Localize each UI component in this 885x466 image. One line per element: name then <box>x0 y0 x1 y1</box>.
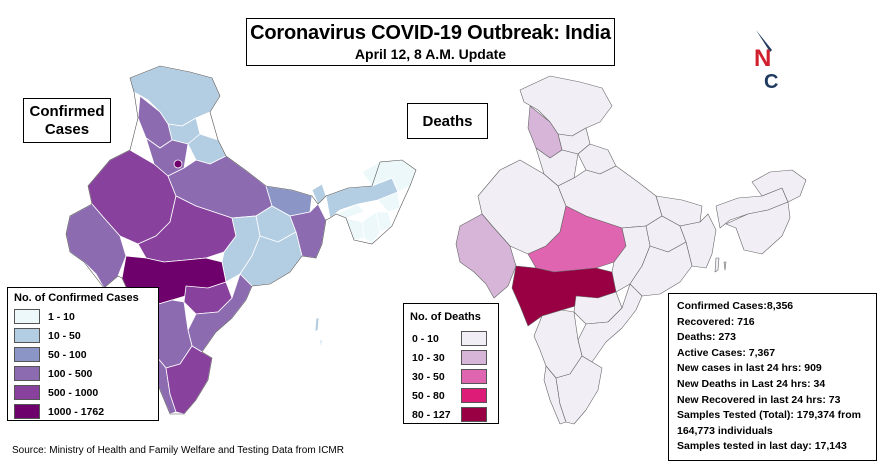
deaths-legend: No. of Deaths 0 - 10 10 - 30 30 - 50 50 … <box>403 303 499 424</box>
confirmed-legend-row: 500 - 1000 <box>8 383 158 402</box>
death-state-odisha <box>629 241 693 297</box>
deaths-legend-title: No. of Deaths <box>410 311 481 323</box>
confirmed-map-label: Confirmed Cases <box>23 98 111 143</box>
death-state-wb <box>679 213 717 269</box>
confirmed-legend: No. of Confirmed Cases 1 - 10 10 - 50 50… <box>7 287 159 421</box>
legend-swatch <box>461 350 487 365</box>
deaths-legend-row: 80 - 127 <box>404 405 498 424</box>
stat-confirmed: Confirmed Cases:8,356 <box>677 300 794 312</box>
legend-label: 500 - 1000 <box>48 386 99 399</box>
legend-label: 80 - 127 <box>412 408 451 421</box>
page-subtitle: April 12, 8 A.M. Update <box>354 46 507 62</box>
source-note: Source: Ministry of Health and Family We… <box>12 445 344 456</box>
conf-andaman-islands <box>314 317 323 351</box>
deaths-map <box>455 75 807 425</box>
stat-deaths: Deaths: 273 <box>677 331 736 344</box>
legend-label: 50 - 100 <box>48 348 87 361</box>
stat-samples-total: Samples Tested (Total): 179,374 from 164… <box>677 409 862 437</box>
stat-samples-last-day: Samples tested in last day: 17,143 <box>677 440 847 453</box>
legend-label: 30 - 50 <box>412 370 445 383</box>
death-state-ne-south <box>725 201 791 255</box>
deaths-map-label: Deaths <box>407 103 488 139</box>
legend-swatch <box>14 385 40 400</box>
legend-swatch <box>14 309 40 324</box>
deaths-label-text: Deaths <box>422 112 473 130</box>
death-state-cg <box>611 225 651 293</box>
legend-swatch <box>461 369 487 384</box>
deaths-legend-row: 50 - 80 <box>404 386 498 405</box>
legend-swatch <box>14 347 40 362</box>
conf-state-tripura <box>345 217 365 241</box>
legend-label: 1000 - 1762 <box>48 405 105 418</box>
legend-swatch <box>461 407 487 422</box>
death-state-gujarat <box>455 213 517 299</box>
news-logo: N C <box>754 30 778 92</box>
legend-swatch <box>14 328 40 343</box>
page-title: Coronavirus COVID-19 Outbreak: India <box>250 22 611 44</box>
deaths-legend-row: 10 - 30 <box>404 348 498 367</box>
legend-label: 1 - 10 <box>48 310 75 323</box>
stats-box: Confirmed Cases:8,356 Recovered: 716 Dea… <box>668 293 877 461</box>
death-state-arunachal <box>751 169 807 203</box>
legend-label: 0 - 10 <box>412 332 439 345</box>
confirmed-label-line2: Cases <box>44 120 90 138</box>
logo-letter-n: N <box>754 45 771 72</box>
stat-recovered: Recovered: 716 <box>677 315 755 328</box>
confirmed-legend-row: 1 - 10 <box>8 307 158 326</box>
confirmed-legend-row: 10 - 50 <box>8 326 158 345</box>
confirmed-legend-row: 50 - 100 <box>8 345 158 364</box>
stat-new-recovered: New Recovered in last 24 hrs: 73 <box>677 393 841 406</box>
stat-new-deaths: New Deaths in Last 24 hrs: 34 <box>677 377 826 390</box>
deaths-legend-row: 0 - 10 <box>404 329 498 348</box>
logo-swoosh-icon <box>756 30 772 52</box>
legend-label: 10 - 50 <box>48 329 81 342</box>
legend-label: 100 - 500 <box>48 367 93 380</box>
legend-swatch <box>14 366 40 381</box>
conf-state-cg <box>221 215 261 283</box>
confirmed-legend-row: 1000 - 1762 <box>8 402 158 421</box>
confirmed-label-line1: Confirmed <box>29 102 105 120</box>
confirmed-legend-title: No. of Confirmed Cases <box>14 292 139 304</box>
conf-state-sikkim <box>311 183 327 205</box>
death-andaman-islands <box>714 257 727 273</box>
conf-state-delhi <box>173 159 183 169</box>
logo-letter-c: C <box>764 71 778 92</box>
legend-label: 50 - 80 <box>412 389 445 402</box>
confirmed-cases-map <box>65 65 417 415</box>
legend-swatch <box>14 404 40 419</box>
stat-active: Active Cases: 7,367 <box>677 346 776 359</box>
confirmed-legend-row: 100 - 500 <box>8 364 158 383</box>
legend-swatch <box>461 388 487 403</box>
title-box: Coronavirus COVID-19 Outbreak: India Apr… <box>246 18 615 66</box>
legend-label: 10 - 30 <box>412 351 445 364</box>
death-state-tn <box>555 355 603 425</box>
stat-new-cases: New cases in last 24 hrs: 909 <box>677 362 822 375</box>
confirmed-map-outline <box>65 65 417 415</box>
deaths-legend-row: 30 - 50 <box>404 367 498 386</box>
legend-swatch <box>461 331 487 346</box>
